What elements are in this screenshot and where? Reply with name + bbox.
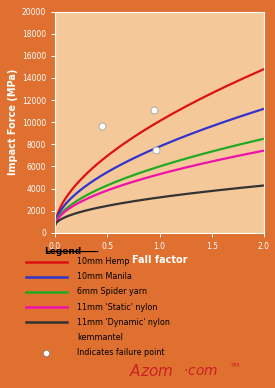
Y-axis label: Impact Force (MPa): Impact Force (MPa) xyxy=(7,69,18,175)
Text: $\mathit{\cdot com}$: $\mathit{\cdot com}$ xyxy=(183,364,218,378)
Text: 11mm 'Dynamic' nylon: 11mm 'Dynamic' nylon xyxy=(77,318,170,327)
Text: 10mm Manila: 10mm Manila xyxy=(77,272,132,281)
Text: $\mathit{Azom}$: $\mathit{Azom}$ xyxy=(129,362,174,379)
Text: 6mm Spider yarn: 6mm Spider yarn xyxy=(77,288,147,296)
Text: 10mm Hemp: 10mm Hemp xyxy=(77,257,129,266)
Text: TM: TM xyxy=(230,363,240,368)
Text: kemmantel: kemmantel xyxy=(77,333,123,342)
Text: Legend: Legend xyxy=(44,247,81,256)
Text: 11mm 'Static' nylon: 11mm 'Static' nylon xyxy=(77,303,157,312)
X-axis label: Fall factor: Fall factor xyxy=(132,255,187,265)
Text: Indicates failure point: Indicates failure point xyxy=(77,348,164,357)
